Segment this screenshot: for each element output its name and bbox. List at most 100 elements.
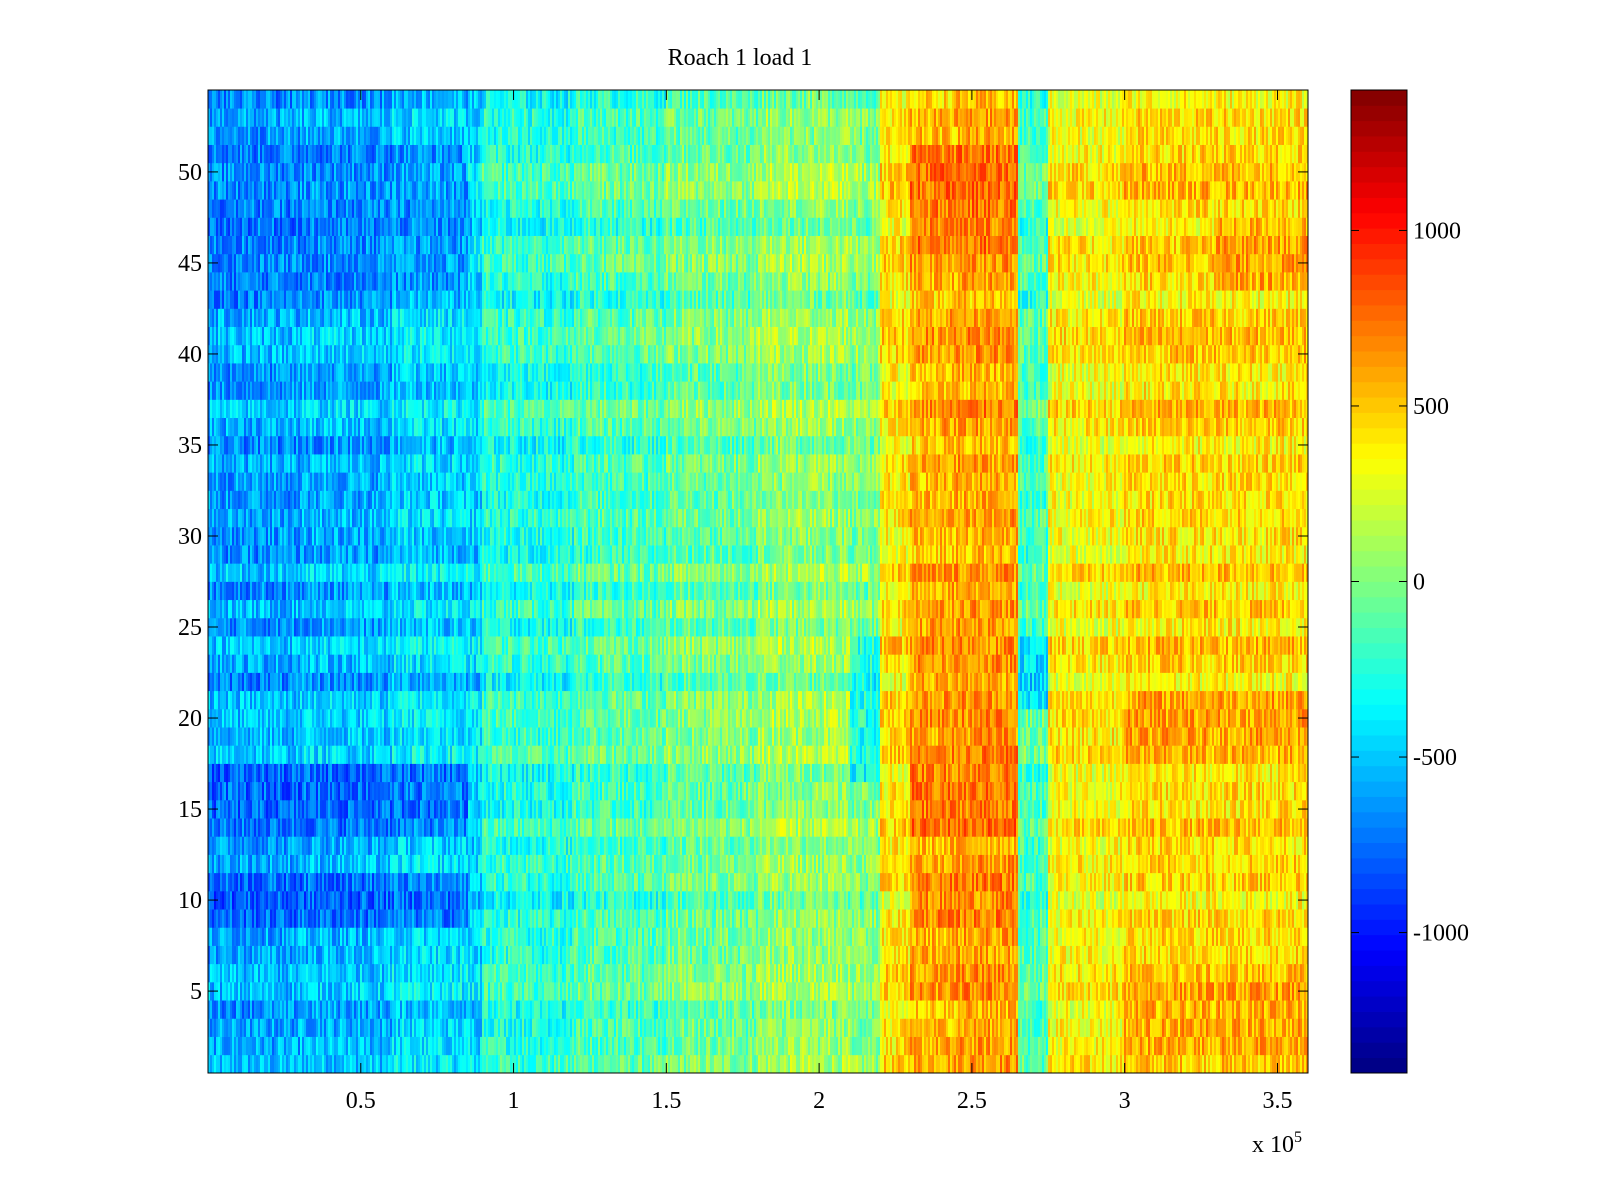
heatmap-cell [914, 1000, 916, 1019]
heatmap-cell [1208, 1000, 1210, 1019]
heatmap-cell [1192, 909, 1194, 928]
heatmap-cell [764, 1037, 766, 1056]
heatmap-cell [282, 1037, 284, 1056]
heatmap-cell [558, 1000, 560, 1019]
heatmap-cell [262, 1000, 264, 1019]
heatmap-cell [254, 982, 256, 1001]
heatmap-cell [624, 1055, 626, 1074]
heatmap-cell [774, 909, 776, 928]
heatmap-cell [950, 964, 952, 983]
heatmap-cell [346, 982, 348, 1001]
heatmap-cell [470, 1055, 472, 1074]
heatmap-cell [434, 1037, 436, 1056]
heatmap-cell [638, 964, 640, 983]
heatmap-cell [256, 927, 258, 946]
heatmap-cell [254, 1037, 256, 1056]
heatmap-cell [1270, 1037, 1272, 1056]
heatmap-cell [1112, 909, 1114, 928]
heatmap-cell [906, 982, 908, 1001]
heatmap-cell [288, 1037, 290, 1056]
heatmap-cell [278, 909, 280, 928]
heatmap-cell [416, 1018, 418, 1037]
heatmap-cell [406, 946, 408, 965]
heatmap-cell [514, 1000, 516, 1019]
heatmap-cell [372, 946, 374, 965]
heatmap-cell [862, 927, 864, 946]
heatmap-cell [1030, 1000, 1032, 1019]
heatmap-cell [620, 964, 622, 983]
heatmap-cell [738, 946, 740, 965]
heatmap-cell [866, 1037, 868, 1056]
heatmap-cell [1252, 964, 1254, 983]
heatmap-cell [928, 964, 930, 983]
heatmap-cell [364, 964, 366, 983]
heatmap-cell [706, 927, 708, 946]
heatmap-cell [922, 927, 924, 946]
heatmap-cell [516, 964, 518, 983]
heatmap-cell [1194, 927, 1196, 946]
heatmap-cell [784, 982, 786, 1001]
heatmap-cell [626, 982, 628, 1001]
heatmap-cell [496, 927, 498, 946]
heatmap-cell [558, 1037, 560, 1056]
heatmap-cell [1130, 927, 1132, 946]
heatmap-cell [354, 927, 356, 946]
heatmap-cell [1282, 1037, 1284, 1056]
heatmap-cell [1018, 1055, 1020, 1074]
heatmap-cell [324, 946, 326, 965]
heatmap-cell [1262, 982, 1264, 1001]
heatmap-cell [222, 1055, 224, 1074]
heatmap-cell [340, 927, 342, 946]
heatmap-cell [1198, 1000, 1200, 1019]
heatmap-cell [452, 1055, 454, 1074]
heatmap-cell [428, 927, 430, 946]
heatmap-cell [1248, 946, 1250, 965]
heatmap-cell [980, 982, 982, 1001]
heatmap-cell [1232, 982, 1234, 1001]
heatmap-cell [1144, 1055, 1146, 1074]
heatmap-cell [1158, 1055, 1160, 1074]
heatmap-cell [248, 946, 250, 965]
heatmap-cell [1006, 964, 1008, 983]
heatmap-cell [1030, 1018, 1032, 1037]
heatmap-cell [464, 909, 466, 928]
heatmap-cell [298, 1055, 300, 1074]
heatmap-cell [956, 927, 958, 946]
heatmap-cell [1202, 982, 1204, 1001]
heatmap-cell [1136, 1037, 1138, 1056]
heatmap-cell [648, 982, 650, 1001]
heatmap-cell [990, 1018, 992, 1037]
heatmap-cell [1040, 1018, 1042, 1037]
heatmap-cell [878, 1000, 880, 1019]
heatmap-cell [704, 964, 706, 983]
heatmap-cell [1292, 982, 1294, 1001]
heatmap-cell [700, 1018, 702, 1037]
heatmap-cell [782, 1018, 784, 1037]
heatmap-cell [1256, 909, 1258, 928]
heatmap-cell [666, 964, 668, 983]
heatmap-cell [1096, 982, 1098, 1001]
heatmap-cell [238, 927, 240, 946]
heatmap-cell [782, 927, 784, 946]
heatmap-cell [614, 1055, 616, 1074]
heatmap-cell [628, 909, 630, 928]
heatmap-cell [666, 1037, 668, 1056]
heatmap-cell [826, 946, 828, 965]
heatmap-cell [1044, 1000, 1046, 1019]
heatmap-cell [658, 982, 660, 1001]
heatmap-cell [924, 909, 926, 928]
heatmap-cell [984, 946, 986, 965]
heatmap-cell [494, 1055, 496, 1074]
heatmap-cell [1154, 1055, 1156, 1074]
heatmap-cell [586, 1018, 588, 1037]
heatmap-cell [1214, 909, 1216, 928]
heatmap-cell [944, 927, 946, 946]
heatmap-cell [904, 982, 906, 1001]
heatmap-cell [540, 927, 542, 946]
heatmap-cell [716, 982, 718, 1001]
heatmap-cell [728, 1018, 730, 1037]
heatmap-cell [508, 909, 510, 928]
heatmap-cell [528, 909, 530, 928]
heatmap-cell [1032, 946, 1034, 965]
heatmap-cell [334, 1055, 336, 1074]
